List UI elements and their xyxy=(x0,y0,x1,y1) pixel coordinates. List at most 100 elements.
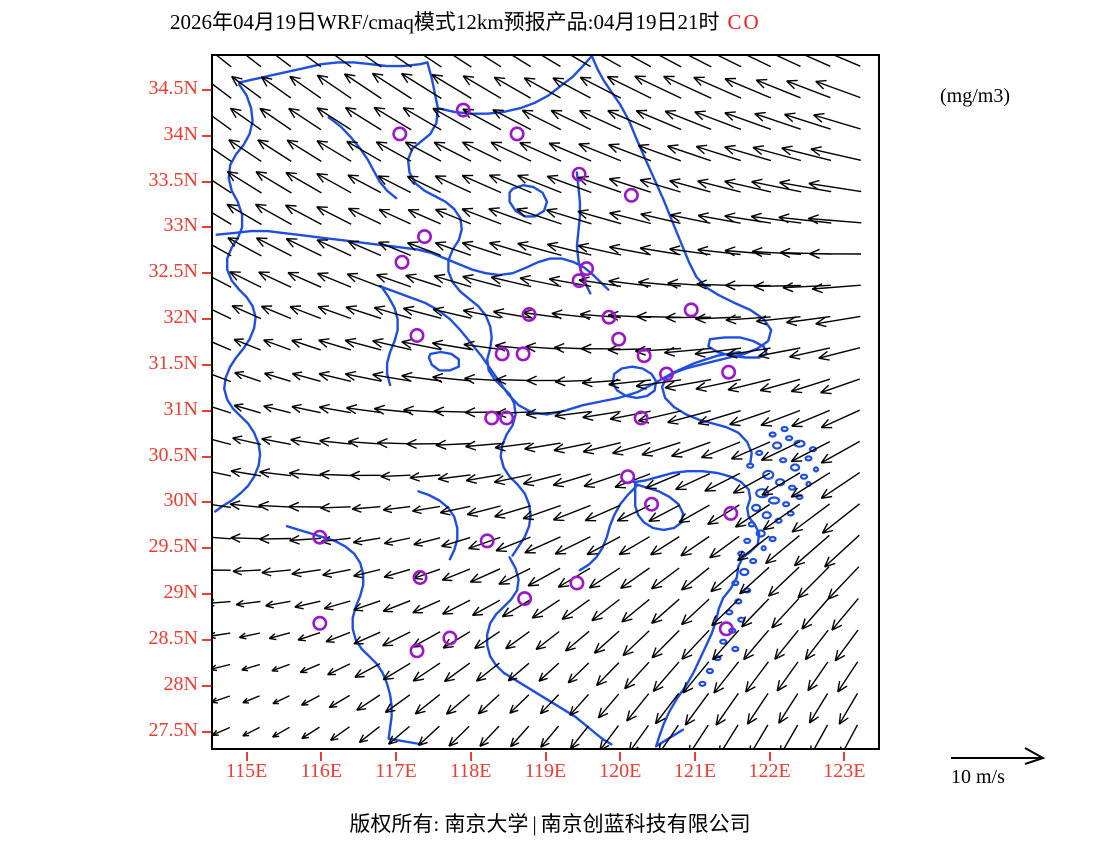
x-axis-tick-label: 116E xyxy=(300,760,343,782)
station-marker[interactable] xyxy=(409,643,425,659)
x-tick xyxy=(469,752,472,761)
coastline-path xyxy=(379,284,399,387)
wind-vector-arrow xyxy=(552,77,591,99)
station-marker[interactable] xyxy=(515,346,531,362)
wind-vector-arrow xyxy=(652,661,680,693)
y-axis-tick-label: 31.5N xyxy=(148,351,198,374)
wind-vector-arrow xyxy=(479,725,500,747)
wind-vector-arrow xyxy=(790,472,831,498)
wind-vector-arrow xyxy=(377,175,412,194)
wind-vector-arrow xyxy=(582,442,621,455)
station-marker[interactable] xyxy=(579,261,595,277)
station-marker[interactable] xyxy=(455,102,471,118)
station-marker[interactable] xyxy=(601,309,617,325)
station-marker[interactable] xyxy=(312,529,328,545)
y-axis-tick-label: 32.5N xyxy=(148,260,198,283)
station-marker[interactable] xyxy=(569,575,585,591)
wind-vector-arrow xyxy=(697,178,741,193)
station-marker[interactable] xyxy=(633,410,649,426)
wind-vector-arrow xyxy=(801,598,830,630)
station-marker[interactable] xyxy=(644,496,660,512)
station-marker[interactable] xyxy=(658,366,674,382)
island-shape xyxy=(755,488,770,499)
station-marker[interactable] xyxy=(517,591,533,607)
station-marker[interactable] xyxy=(417,229,433,245)
wind-vector-arrow xyxy=(353,568,381,579)
wind-vector-arrow xyxy=(776,56,801,68)
wind-vector-arrow xyxy=(813,112,861,130)
wind-vector-arrow xyxy=(789,347,831,360)
wind-vector-arrow xyxy=(608,143,652,162)
station-marker[interactable] xyxy=(509,126,525,142)
wind-vector-arrow xyxy=(739,566,770,595)
wind-vector-arrow xyxy=(761,472,801,496)
wind-vector-arrow xyxy=(268,632,291,641)
station-marker[interactable] xyxy=(636,348,652,364)
wind-vector-arrow xyxy=(445,694,470,715)
wind-vector-arrow xyxy=(260,76,292,99)
wind-vector-arrow xyxy=(755,78,801,99)
wind-vector-arrow xyxy=(373,305,412,320)
station-marker[interactable] xyxy=(623,187,639,203)
map-canvas xyxy=(213,56,862,748)
wind-vector-arrow xyxy=(694,347,742,358)
wind-vector-arrow xyxy=(328,694,351,709)
wind-vector-arrow xyxy=(433,273,472,288)
wind-vector-arrow xyxy=(300,694,320,706)
station-marker[interactable] xyxy=(620,469,636,485)
wind-vector-arrow xyxy=(405,273,442,288)
wind-vector-arrow xyxy=(435,208,472,225)
station-marker[interactable] xyxy=(571,166,587,182)
station-marker[interactable] xyxy=(683,302,699,318)
station-marker[interactable] xyxy=(312,615,328,631)
wind-vector-arrow xyxy=(291,568,321,578)
footer-separator: | xyxy=(532,812,537,836)
station-marker[interactable] xyxy=(723,505,739,521)
station-marker[interactable] xyxy=(611,331,627,347)
wind-vector-arrow xyxy=(213,370,232,383)
station-marker[interactable] xyxy=(412,569,428,585)
wind-vector-arrow xyxy=(664,378,712,392)
wind-vector-arrow xyxy=(711,629,740,661)
title-text: 2026年04月19日WRF/cmaq模式12km预报产品:04月19日21时 xyxy=(170,10,720,34)
wind-vector-arrow xyxy=(519,141,562,162)
wind-vector-arrow xyxy=(356,694,381,711)
wind-vector-arrow xyxy=(838,693,859,725)
station-marker[interactable] xyxy=(484,410,500,426)
wind-vector-arrow xyxy=(599,725,620,748)
wind-vector-arrow xyxy=(461,207,502,225)
y-axis-tick-label: 34.5N xyxy=(148,76,198,99)
wind-vector-arrow xyxy=(382,631,411,647)
station-marker[interactable] xyxy=(494,346,510,362)
wind-vector-arrow xyxy=(517,174,562,194)
wind-vector-arrow xyxy=(650,567,680,590)
wind-vector-arrow xyxy=(669,178,711,193)
unit-label: (mg/m3) xyxy=(940,85,1010,107)
coastline-path xyxy=(215,229,610,291)
wind-vector-arrow xyxy=(571,56,591,68)
station-marker[interactable] xyxy=(409,327,425,343)
y-axis-tick-label: 30N xyxy=(163,489,198,512)
station-marker[interactable] xyxy=(571,273,587,289)
station-marker[interactable] xyxy=(479,533,495,549)
station-marker[interactable] xyxy=(499,410,515,426)
station-marker[interactable] xyxy=(718,621,734,637)
x-axis-tick-label: 120E xyxy=(599,760,642,782)
wind-vector-arrow xyxy=(635,379,682,390)
footer-copyright: 版权所有: 南京大学 xyxy=(349,812,529,836)
wind-vector-arrow xyxy=(695,378,741,392)
station-marker[interactable] xyxy=(442,630,458,646)
island-shape xyxy=(812,466,820,473)
map-plot-area[interactable] xyxy=(211,54,880,750)
wind-vector-arrow xyxy=(827,566,860,600)
wind-vector-arrow xyxy=(751,246,802,258)
station-marker[interactable] xyxy=(521,307,537,323)
wind-vector-arrow xyxy=(807,661,829,692)
wind-vector-arrow xyxy=(469,568,501,583)
wind-vector-arrow xyxy=(316,206,352,225)
station-marker[interactable] xyxy=(392,126,408,142)
wind-vector-arrow xyxy=(745,661,769,693)
station-marker[interactable] xyxy=(721,364,737,380)
island-shape xyxy=(789,463,801,472)
station-marker[interactable] xyxy=(394,254,410,270)
